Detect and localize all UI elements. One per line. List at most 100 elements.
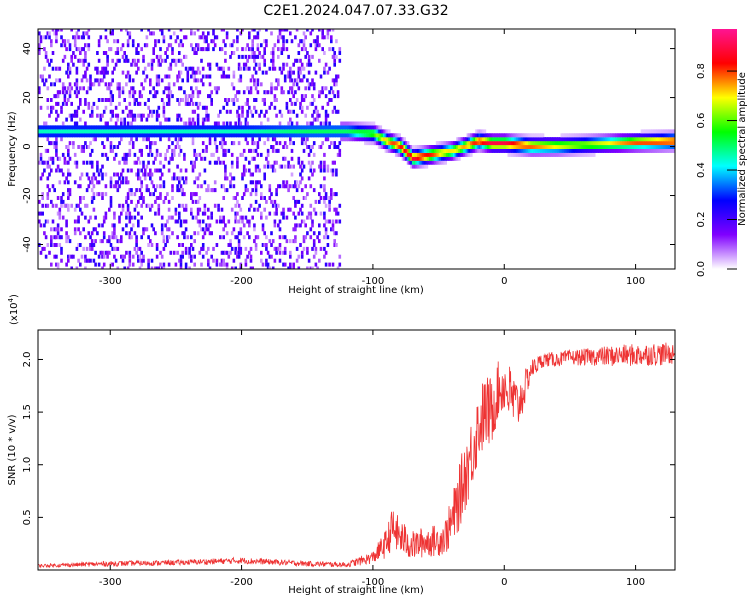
heatmap-cell-2628: [311, 82, 314, 87]
heatmap-cell-3916: [659, 133, 663, 138]
heatmap-cell-3852: [642, 148, 645, 153]
heatmap-cell-5: [38, 133, 41, 138]
heatmap-cell-1851: [232, 184, 236, 189]
heatmap-cell-1885: [236, 164, 239, 169]
heatmap-cell-841: [126, 192, 130, 197]
heatmap-cell-3586: [558, 152, 562, 157]
heatmap-cell-1286: [171, 188, 174, 193]
heatmap-cell-1361: [178, 43, 181, 48]
heatmap-cell-673: [109, 145, 113, 149]
heatmap-cell-856: [128, 258, 132, 263]
heatmap-cell-1768: [222, 121, 225, 126]
heatmap-cell-1320: [174, 62, 178, 67]
heatmap-cell-2321: [280, 86, 284, 91]
heatmap-cell-2068: [253, 66, 256, 71]
heatmap-cell-3656: [577, 133, 581, 138]
heatmap-cell-2714: [321, 35, 324, 40]
heatmap-cell-464: [87, 258, 91, 263]
heatmap-cell-3801: [625, 148, 628, 153]
heatmap-cell-3812: [628, 145, 632, 149]
heatmap-cell-2619: [311, 160, 314, 165]
heatmap-cell-2949: [362, 125, 365, 130]
heatmap-cell-3773: [615, 141, 618, 146]
heatmap-cell-2980: [370, 121, 374, 126]
heatmap-cell-2749: [324, 137, 328, 142]
heatmap-cell-969: [138, 246, 142, 251]
heatmap-cell-3572: [553, 148, 557, 153]
heatmap-cell-1941: [241, 172, 244, 177]
heatmap-cell-2605: [309, 133, 313, 138]
heatmap-cell-2682: [318, 145, 321, 149]
heatmap-cell-67: [46, 203, 50, 208]
heatmap-cell-1160: [157, 105, 161, 110]
heatmap-cell-2489: [297, 70, 301, 75]
heatmap-cell-1207: [162, 180, 166, 185]
heatmap-cell-2846: [335, 168, 338, 173]
heatmap-cell-826: [125, 156, 128, 161]
heatmap-cell-91: [48, 129, 51, 134]
heatmap-cell-125: [51, 105, 55, 110]
heatmap-cell-3501: [531, 145, 534, 149]
heatmap-cell-2294: [277, 39, 280, 44]
heatmap-cell-3777: [616, 145, 620, 149]
heatmap-cell-3498: [529, 133, 533, 138]
heatmap-cell-2729: [323, 164, 326, 169]
heatmap-cell-2419: [290, 121, 294, 126]
heatmap-cell-552: [96, 113, 99, 118]
heatmap-cell-1977: [244, 121, 248, 126]
heatmap-cell-2239: [271, 129, 275, 134]
heatmap-cell-2839: [335, 243, 338, 247]
heatmap-cell-3794: [621, 137, 625, 142]
heatmap-cell-352: [75, 160, 79, 165]
heatmap-cell-2954: [364, 129, 367, 134]
heatmap-cell-2907: [348, 133, 352, 138]
figure-title: C2E1.2024.047.07.33.G32: [263, 3, 448, 19]
heatmap-cell-2429: [292, 227, 295, 232]
heatmap-cell-710: [113, 215, 116, 220]
heatmap-cell-2934: [357, 125, 360, 130]
heatmap-cell-3345: [483, 145, 487, 149]
heatmap-cell-1556: [198, 172, 202, 177]
heatmap-cell-143: [55, 254, 58, 259]
heatmap-cell-24: [39, 74, 43, 79]
heatmap-cell-1329: [176, 141, 179, 146]
heatmap-cell-2757: [324, 94, 328, 99]
heatmap-cell-3531: [540, 145, 543, 149]
heatmap-cell-1508: [193, 109, 196, 114]
heatmap-cell-1116: [154, 231, 157, 236]
snr-x-tick-label-0: 0: [501, 577, 507, 588]
heatmap-cell-429: [84, 266, 87, 269]
heatmap-cell-1596: [201, 31, 205, 36]
heatmap-cell-2597: [309, 227, 313, 232]
heatmap-cell-2249: [273, 223, 277, 228]
heatmap-cell-1079: [149, 90, 152, 95]
heatmap-cell-1985: [246, 219, 249, 224]
heatmap-cell-2707: [321, 133, 324, 138]
heatmap-cell-3007: [379, 129, 383, 134]
heatmap-cell-2644: [312, 117, 316, 122]
heatmap-cell-2581: [307, 211, 311, 216]
heatmap-cell-3746: [606, 148, 610, 153]
heatmap-cell-1312: [174, 219, 178, 224]
heatmap-cell-873: [128, 101, 132, 106]
heatmap-cell-858: [128, 250, 132, 255]
heatmap-cell-477: [87, 47, 91, 52]
heatmap-cell-2998: [377, 141, 381, 146]
heatmap-cell-1612: [205, 227, 208, 232]
heatmap-cell-462: [85, 43, 89, 48]
heatmap-cell-2915: [350, 121, 354, 126]
heatmap-cell-3406: [504, 145, 507, 149]
heatmap-cell-1240: [166, 125, 169, 130]
heatmap-cell-626: [104, 129, 108, 134]
heatmap-cell-101: [50, 235, 53, 240]
heatmap-cell-2073: [253, 29, 256, 32]
heatmap-cell-3614: [565, 133, 569, 138]
heatmap-cell-3862: [644, 133, 647, 138]
heatmap-cell-3333: [480, 145, 483, 149]
heatmap-cell-734: [114, 62, 118, 67]
heatmap-cell-320: [72, 141, 75, 146]
heatmap-cell-3633: [572, 152, 575, 157]
heatmap-cell-2107: [256, 78, 260, 83]
heatmap-cell-2639: [312, 152, 316, 157]
heatmap-cell-322: [72, 129, 75, 134]
